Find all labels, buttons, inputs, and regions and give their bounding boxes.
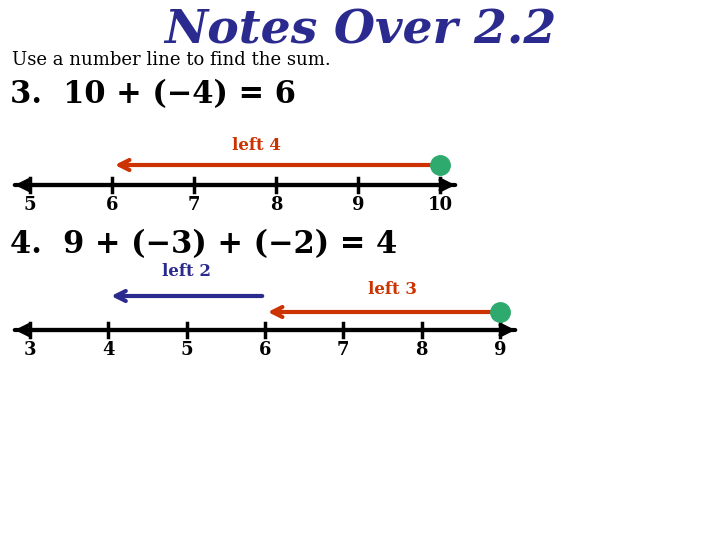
- Text: 4.  9 + (−3) + (−2) = 4: 4. 9 + (−3) + (−2) = 4: [10, 230, 397, 260]
- Text: 9: 9: [494, 341, 506, 359]
- Text: 6: 6: [258, 341, 271, 359]
- Text: 10: 10: [428, 196, 453, 214]
- Text: left 4: left 4: [232, 137, 280, 153]
- Text: 8: 8: [415, 341, 428, 359]
- Text: left 3: left 3: [368, 281, 417, 299]
- Text: 5: 5: [24, 196, 36, 214]
- Text: Notes Over 2.2: Notes Over 2.2: [164, 7, 556, 53]
- Text: 3.  10 + (−4) = 6: 3. 10 + (−4) = 6: [10, 79, 296, 111]
- Text: 7: 7: [337, 341, 350, 359]
- Text: 3: 3: [24, 341, 36, 359]
- Text: 7: 7: [188, 196, 200, 214]
- Text: 9: 9: [352, 196, 364, 214]
- Text: left 2: left 2: [162, 264, 211, 280]
- Text: 8: 8: [270, 196, 282, 214]
- Text: 4: 4: [102, 341, 114, 359]
- Text: 6: 6: [106, 196, 118, 214]
- Text: Use a number line to find the sum.: Use a number line to find the sum.: [12, 51, 330, 69]
- Text: 5: 5: [180, 341, 193, 359]
